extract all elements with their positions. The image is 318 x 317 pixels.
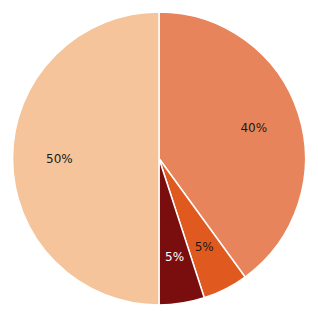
pie-chart: 40% 5% 5% 50% xyxy=(0,0,318,317)
chart-container: 40% 5% 5% 50% xyxy=(0,0,318,317)
data-label: 5% xyxy=(195,240,214,254)
data-label: 5% xyxy=(165,250,184,264)
pie-slice xyxy=(159,159,204,306)
data-labels: 40% 5% 5% 50% xyxy=(46,121,267,264)
data-label: 50% xyxy=(46,152,73,166)
slices xyxy=(13,12,306,305)
data-label: 40% xyxy=(240,121,267,135)
pie-slice xyxy=(13,12,159,305)
